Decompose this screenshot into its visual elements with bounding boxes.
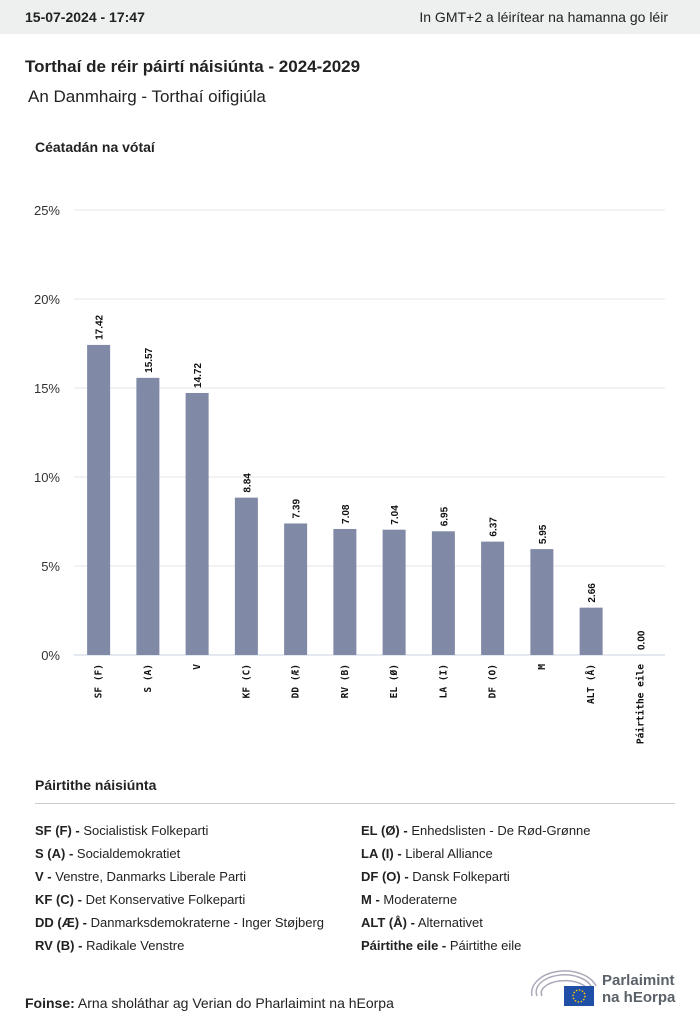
legend-item: Páirtithe eile - Páirtithe eile [361,938,521,953]
bar [579,607,603,655]
x-tick-label: S (A) [143,664,154,693]
legend-name: Venstre, Danmarks Liberale Parti [55,869,247,884]
legend-name: Socialistisk Folkeparti [83,823,209,838]
legend-name: Det Konservative Folkeparti [85,892,246,907]
legend-item: DD (Æ) - Danmarksdemokraterne - Inger St… [35,915,324,930]
x-tick-label: ALT (Å) [586,664,597,704]
source: Foinse: Arna sholáthar ag Verian do Phar… [25,995,394,1011]
legend-name: Danmarksdemokraterne - Inger Støjberg [90,915,324,930]
legend-abbr: RV (B) - [35,938,83,953]
data-label: 6.37 [489,517,500,537]
data-label: 15.57 [144,347,155,372]
legend-abbr: Páirtithe eile - [361,938,447,953]
parliament-hemicycle-icon [530,970,597,1006]
legend-abbr: KF (C) - [35,892,82,907]
legend-abbr: SF (F) - [35,823,80,838]
x-tick-label: KF (C) [241,664,252,698]
legend-item: V - Venstre, Danmarks Liberale Parti [35,869,246,884]
page-title: Torthaí de réir páirtí náisiúnta - 2024-… [25,57,361,76]
bar [136,377,160,655]
x-tick-label: LA (I) [438,664,449,698]
page-subtitle: An Danmhairg - Torthaí oifigiúla [28,87,266,106]
logo-line1: Parlaimint [602,972,675,989]
legend-item: ALT (Å) - Alternativet [361,915,483,930]
datetime: 15-07-2024 - 17:47 [25,9,145,25]
data-label: 0.00 [636,630,647,650]
legend-name: Radikale Venstre [86,938,185,953]
y-tick-label: 15% [34,381,60,396]
legend-item: DF (O) - Dansk Folkeparti [361,869,510,884]
legend-name: Moderaterne [383,892,458,907]
legend-item: LA (I) - Liberal Alliance [361,846,493,861]
data-label: 17.42 [95,314,106,339]
x-tick-label: DF (O) [488,664,499,698]
legend-abbr: DF (O) - [361,869,409,884]
data-label: 6.95 [439,506,450,526]
x-tick-label: RV (B) [340,664,351,698]
eu-flag-icon [564,986,594,1006]
x-tick-label: DD (Æ) [291,664,302,698]
legend-name: Páirtithe eile [449,938,522,953]
bar [333,528,357,655]
legend-name: Socialdemokratiet [76,846,181,861]
legend-name: Alternativet [417,915,483,930]
legend-abbr: ALT (Å) - [361,915,415,930]
data-label: 8.84 [242,473,253,493]
legend-item: KF (C) - Det Konservative Folkeparti [35,892,245,907]
legend-divider [35,803,675,804]
legend-abbr: S (A) - [35,846,74,861]
source-text: Arna sholáthar ag Verian do Pharlaimint … [77,995,394,1011]
x-tick-label: EL (Ø) [389,664,400,698]
legend-item: S (A) - Socialdemokratiet [35,846,180,861]
legend-abbr: EL (Ø) - [361,823,408,838]
legend-name: Enhedslisten - De Rød-Grønne [411,823,591,838]
y-tick-label: 10% [34,470,60,485]
data-label: 7.08 [341,504,352,524]
data-label: 7.04 [390,505,401,525]
x-tick-label: Páirtithe eile [635,664,646,744]
y-axis-label: Céatadán na vótaí [35,139,155,155]
bar [431,531,455,655]
bar [481,541,505,655]
legend-item: EL (Ø) - Enhedslisten - De Rød-Grønne [361,823,591,838]
bar [382,529,406,655]
legend-abbr: LA (I) - [361,846,402,861]
legend-item: RV (B) - Radikale Venstre [35,938,184,953]
bar [530,549,554,655]
legend-name: Dansk Folkeparti [412,869,510,884]
top-bar: 15-07-2024 - 17:47 In GMT+2 a léirítear … [0,0,700,34]
y-tick-label: 5% [41,559,60,574]
data-label: 14.72 [193,363,204,388]
bar [234,497,258,655]
legend-abbr: M - [361,892,380,907]
x-tick-label: V [192,664,203,670]
data-label: 7.39 [292,499,303,519]
legend-item: SF (F) - Socialistisk Folkeparti [35,823,208,838]
bar [185,392,209,655]
y-tick-label: 20% [34,292,60,307]
bar-chart: 0% 5% 10% 15% 20% 25% 17.42 SF (F) 15.57 S (A) 14.… [34,203,665,744]
timezone-note: In GMT+2 a léirítear na hamanna go léir [419,9,668,25]
legend-abbr: V - [35,869,52,884]
y-tick-label: 25% [34,203,60,218]
legend-item: M - Moderaterne [361,892,457,907]
source-label: Foinse: [25,995,75,1011]
bar [87,344,111,655]
legend-title: Páirtithe náisiúnta [35,777,157,793]
legend-abbr: DD (Æ) - [35,915,87,930]
x-tick-label: M [537,664,548,670]
bar [284,523,308,655]
legend-name: Liberal Alliance [405,846,493,861]
data-label: 2.66 [587,583,598,603]
y-tick-label: 0% [41,648,60,663]
data-label: 5.95 [538,524,549,544]
x-tick-label: SF (F) [94,664,105,698]
ep-logo: Parlaimint na hEorpa [530,968,690,1008]
logo-line2: na hEorpa [602,989,676,1006]
